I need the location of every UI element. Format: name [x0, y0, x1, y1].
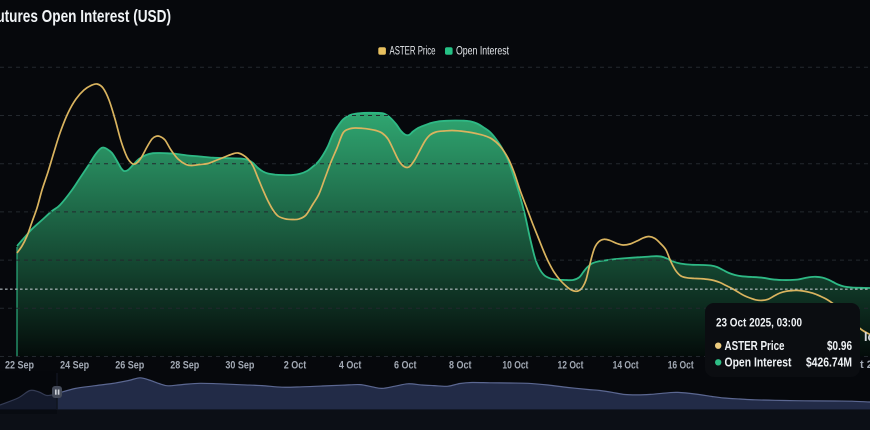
svg-text:Open Interest: Open Interest — [725, 356, 793, 370]
svg-text:6 Oct: 6 Oct — [394, 360, 417, 372]
svg-text:16 Oct: 16 Oct — [668, 360, 694, 372]
svg-text:Open Interest: Open Interest — [456, 46, 510, 58]
svg-text:28 Sep: 28 Sep — [170, 360, 199, 372]
svg-text:2 Oct: 2 Oct — [284, 360, 307, 372]
svg-text:26 Sep: 26 Sep — [115, 360, 144, 372]
svg-text:10 Oct: 10 Oct — [502, 360, 528, 372]
svg-text:12 Oct: 12 Oct — [558, 360, 584, 372]
svg-text:24 Sep: 24 Sep — [60, 360, 89, 372]
svg-text:ASTER Price: ASTER Price — [725, 339, 785, 353]
svg-text:4 Oct: 4 Oct — [339, 360, 362, 372]
svg-text:Futures Open Interest (USD): Futures Open Interest (USD) — [0, 6, 171, 26]
svg-text:ASTER Price: ASTER Price — [390, 46, 436, 58]
svg-text:14 Oct: 14 Oct — [613, 360, 639, 372]
svg-text:30 Sep: 30 Sep — [225, 360, 254, 372]
svg-text:Io: Io — [864, 330, 870, 344]
svg-text:$0.96: $0.96 — [827, 339, 852, 353]
svg-text:t 2: t 2 — [860, 359, 870, 371]
svg-text:$426.74M: $426.74M — [806, 356, 852, 370]
svg-text:23 Oct 2025, 03:00: 23 Oct 2025, 03:00 — [716, 316, 802, 330]
svg-text:22 Sep: 22 Sep — [5, 360, 34, 372]
svg-text:8 Oct: 8 Oct — [449, 360, 472, 372]
